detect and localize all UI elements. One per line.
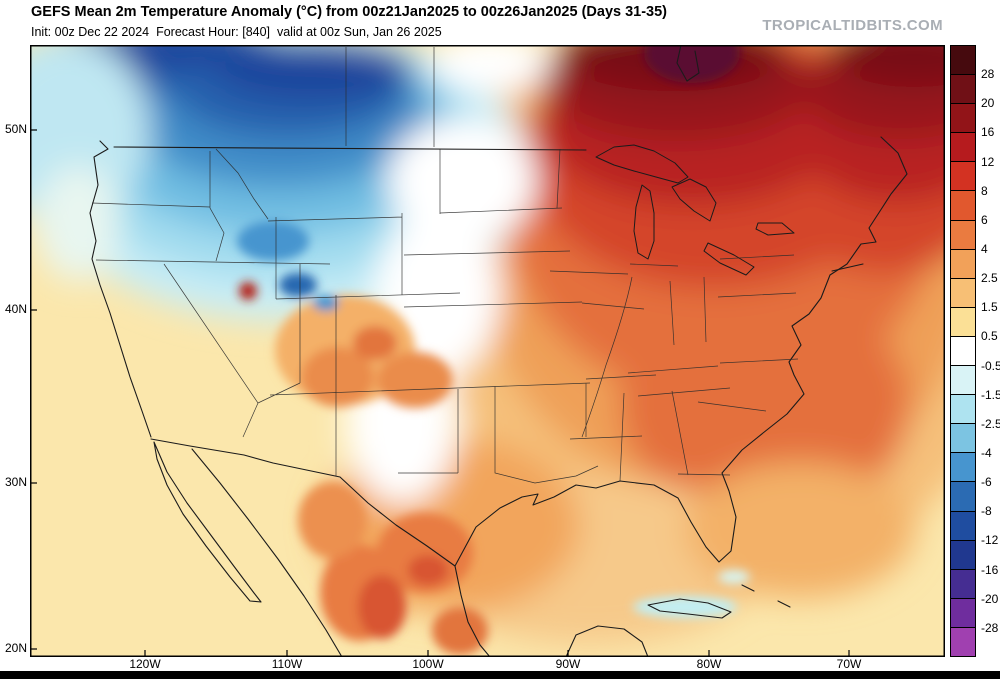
colorbar-segment: [951, 220, 975, 250]
lon-label-90w: 90W: [555, 657, 581, 671]
colorbar-segment: [951, 46, 975, 76]
colorbar-tick-label: -6: [981, 475, 992, 490]
lat-label-30n: 30N: [4, 475, 27, 489]
lon-label-70w: 70W: [836, 657, 862, 671]
colorbar-segment: [951, 133, 975, 163]
colorbar-tick-label: 20: [981, 96, 995, 111]
map-area: [30, 45, 945, 657]
colorbar-tick-label: -8: [981, 504, 992, 519]
footer-bar: [0, 671, 1000, 679]
lat-label-20n: 20N: [4, 641, 27, 655]
colorbar-tick-label: -12: [981, 533, 999, 548]
colorbar-segment: [951, 278, 975, 308]
map-init-info: Init: 00z Dec 22 2024 Forecast Hour: [84…: [31, 25, 442, 39]
map-title: GEFS Mean 2m Temperature Anomaly (°C) fr…: [31, 4, 668, 20]
colorbar-segment: [951, 162, 975, 192]
colorbar-tick-label: 28: [981, 67, 995, 82]
colorbar-segment: [951, 191, 975, 221]
colorbar-tick-label: -28: [981, 620, 999, 635]
colorbar-tick-label: 1.5: [981, 300, 998, 315]
anomaly-map-canvas: [30, 45, 945, 657]
colorbar-segment: [951, 627, 975, 656]
colorbar-segment: [951, 424, 975, 454]
colorbar-segment: [951, 395, 975, 425]
colorbar-segment: [951, 307, 975, 337]
lake-outlines: [595, 144, 795, 276]
colorbar-segment: [951, 366, 975, 396]
colorbar-segment: [951, 336, 975, 367]
lon-label-100w: 100W: [412, 657, 444, 671]
lon-label-120w: 120W: [129, 657, 161, 671]
colorbar-segment: [951, 249, 975, 279]
colorbar-tick-label: 16: [981, 125, 995, 140]
colorbar: [950, 45, 976, 657]
colorbar-tick-label: 8: [981, 183, 988, 198]
colorbar-tick-label: -1.5: [981, 387, 1000, 402]
lat-label-50n: 50N: [4, 122, 27, 136]
colorbar-segment: [951, 453, 975, 483]
lon-label-110w: 110W: [271, 657, 303, 671]
colorbar-segment: [951, 75, 975, 105]
colorbar-tick-label: 2.5: [981, 271, 998, 286]
state-borders: [91, 47, 799, 484]
colorbar-tick-label: 4: [981, 242, 988, 256]
colorbar-labels: 28 20 16 12 8 6 4 2.5 1.5 0.5 -0.5 -1.5 …: [981, 45, 1000, 657]
colorbar-segment: [951, 540, 975, 570]
lon-label-80w: 80W: [696, 657, 722, 671]
map-frame: [30, 45, 945, 657]
anomaly-field-detail: [237, 45, 750, 655]
colorbar-tick-label: -2.5: [981, 416, 1000, 431]
colorbar-tick-label: 12: [981, 154, 995, 169]
colorbar-segment: [951, 482, 975, 512]
colorbar-tick-label: -0.5: [981, 358, 1000, 373]
coastlines: [89, 45, 908, 657]
colorbar-tick-label: -4: [981, 446, 992, 460]
colorbar-segment: [951, 598, 975, 628]
colorbar-tick-label: 0.5: [981, 329, 998, 344]
colorbar-tick-label: -16: [981, 562, 999, 577]
tropicaltidbits-watermark: TROPICALTIDBITS.COM: [762, 17, 943, 34]
colorbar-tick-label: -20: [981, 591, 999, 606]
colorbar-segment: [951, 569, 975, 599]
colorbar-segment: [951, 511, 975, 541]
colorbar-segment: [951, 104, 975, 134]
lat-label-40n: 40N: [4, 302, 27, 316]
colorbar-tick-label: 6: [981, 212, 988, 227]
